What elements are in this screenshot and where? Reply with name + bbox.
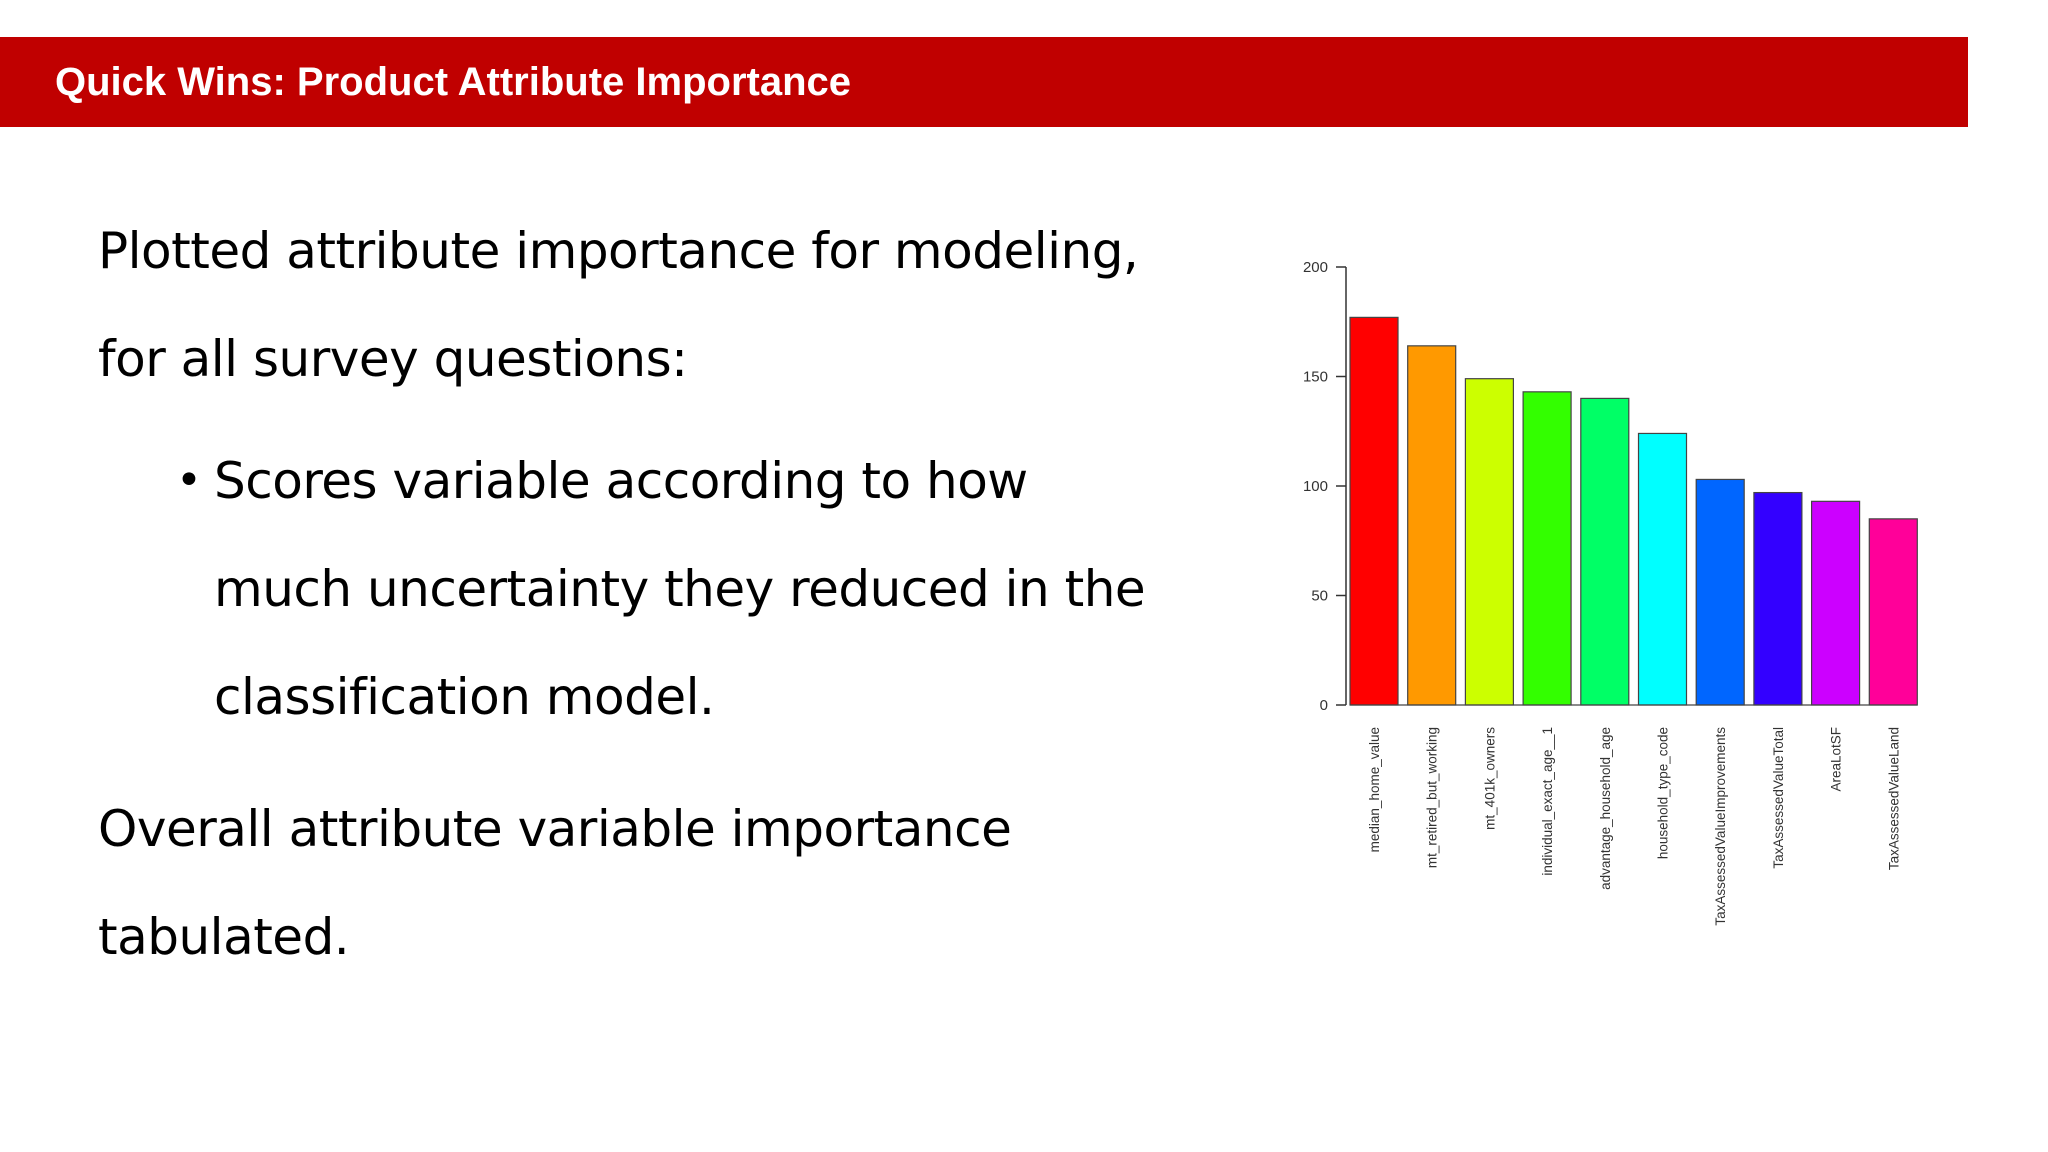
y-tick-label-0: 0 bbox=[1320, 697, 1328, 714]
x-tick-label-TaxAssessedValueTotal: TaxAssessedValueTotal bbox=[1771, 727, 1786, 869]
bar-household_type_code bbox=[1637, 432, 1688, 706]
bar-TaxAssessedValueLand bbox=[1868, 518, 1918, 706]
slide-title: Quick Wins: Product Attribute Importance bbox=[55, 60, 851, 104]
bar-AreaLotSF bbox=[1810, 500, 1861, 706]
bar-TaxAssessedValueTotal bbox=[1753, 491, 1803, 706]
bar-mt_401k_owners bbox=[1464, 378, 1514, 706]
bar-mt_retired_but_working bbox=[1407, 345, 1457, 706]
bar-median_home_value bbox=[1349, 316, 1399, 706]
bullet-line-2: much uncertainty they reduced in the bbox=[214, 560, 1146, 618]
x-tick-label-household_type_code: household_type_code bbox=[1656, 727, 1671, 859]
paragraph-2-line-2: tabulated. bbox=[98, 908, 350, 966]
bullet-icon: • bbox=[176, 455, 202, 506]
y-tick-label-200: 200 bbox=[1303, 259, 1328, 276]
bullet-line-3: classification model. bbox=[214, 668, 715, 726]
bullet-line-1: Scores variable according to how bbox=[214, 452, 1028, 510]
paragraph-1-line-2: for all survey questions: bbox=[98, 330, 688, 388]
bar-TaxAssessedValueImprovements bbox=[1695, 478, 1745, 706]
y-tick-label-100: 100 bbox=[1303, 478, 1328, 495]
y-tick-label-50: 50 bbox=[1311, 588, 1328, 605]
x-tick-label-mt_401k_owners: mt_401k_owners bbox=[1482, 727, 1497, 830]
x-tick-label-mt_retired_but_working: mt_retired_but_working bbox=[1425, 727, 1440, 868]
x-tick-label-advantage_household_age: advantage_household_age bbox=[1598, 727, 1613, 890]
title-bar: Quick Wins: Product Attribute Importance bbox=[0, 37, 1968, 127]
y-tick-label-150: 150 bbox=[1303, 369, 1328, 386]
bar-individual_exact_age__1 bbox=[1522, 391, 1572, 706]
x-tick-label-TaxAssessedValueLand: TaxAssessedValueLand bbox=[1886, 727, 1901, 870]
x-tick-label-AreaLotSF: AreaLotSF bbox=[1829, 727, 1844, 792]
paragraph-2-line-1: Overall attribute variable importance bbox=[98, 800, 1012, 858]
bar-advantage_household_age bbox=[1580, 397, 1630, 706]
attribute-importance-chart: 0 50 100 150 200 median_home_value mt_retired_… bbox=[1303, 259, 1918, 926]
x-tick-label-median_home_value: median_home_value bbox=[1367, 727, 1382, 852]
x-tick-label-TaxAssessedValueImprovements: TaxAssessedValueImprovements bbox=[1713, 727, 1728, 926]
paragraph-1-line-1: Plotted attribute importance for modelin… bbox=[98, 222, 1139, 280]
x-tick-label-individual_exact_age__1: individual_exact_age__1 bbox=[1540, 727, 1555, 876]
